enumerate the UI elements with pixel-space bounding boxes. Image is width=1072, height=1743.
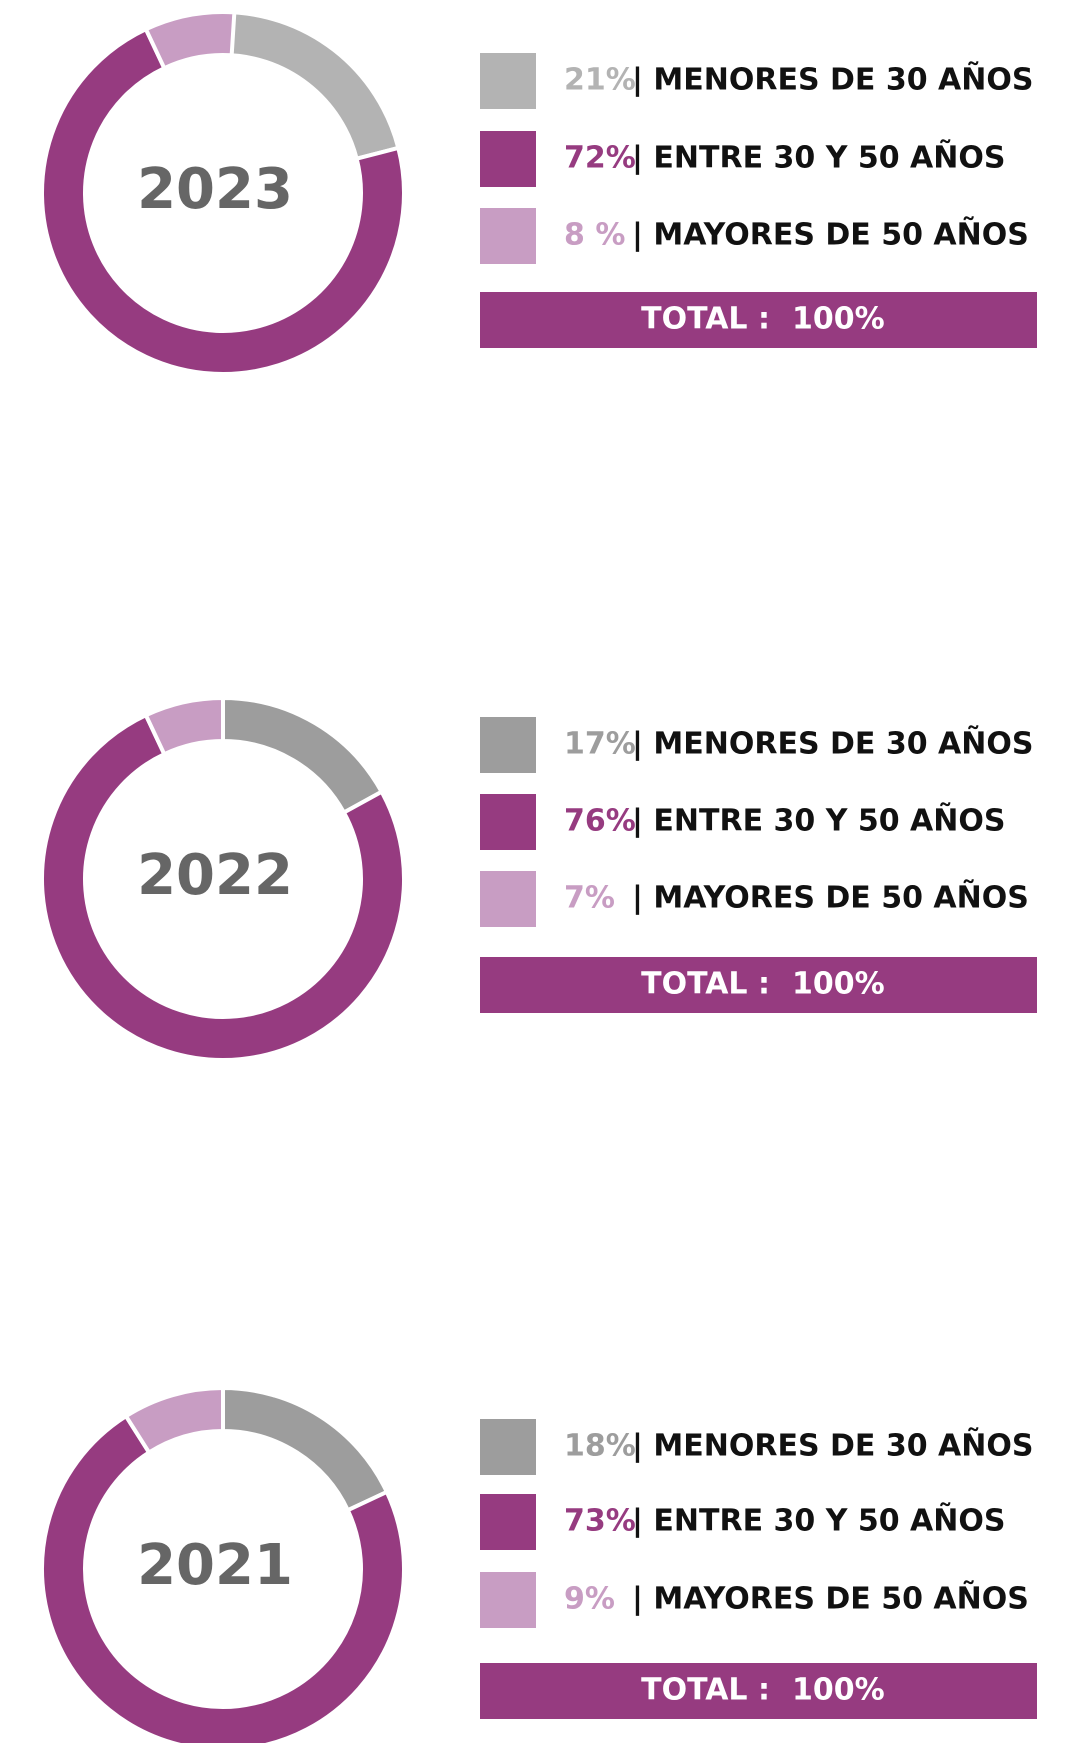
total-value: 100%: [792, 967, 885, 1002]
legend-label: | MENORES DE 30 AÑOS: [632, 61, 1033, 98]
year-label: 2022: [137, 843, 293, 908]
total-value: 100%: [792, 1673, 885, 1708]
donut-segment: [221, 9, 401, 162]
legend-label: | ENTRE 30 Y 50 AÑOS: [632, 802, 1006, 839]
legend-swatch: [480, 131, 536, 187]
total-bar: [480, 957, 1037, 1013]
legend-label: | MAYORES DE 50 AÑOS: [632, 216, 1029, 253]
legend-label: | MAYORES DE 50 AÑOS: [632, 879, 1029, 916]
donut-segment: [40, 712, 406, 1062]
legend-swatch: [480, 1419, 536, 1475]
legend-label: | MENORES DE 30 AÑOS: [632, 1427, 1033, 1464]
legend-label: | MAYORES DE 50 AÑOS: [632, 1580, 1029, 1617]
donut-segment: [143, 695, 225, 757]
value-label: 8 %: [564, 218, 625, 253]
value-label: 21%: [564, 63, 636, 98]
donut-segment: [40, 26, 406, 376]
total-label: TOTAL :: [641, 967, 770, 1002]
legend-swatch: [480, 717, 536, 773]
value-label: 9%: [564, 1582, 615, 1617]
total-label: TOTAL :: [641, 1673, 770, 1708]
year-label: 2021: [137, 1533, 293, 1598]
donut-segment: [221, 695, 385, 816]
legend-swatch: [480, 53, 536, 109]
value-label: 76%: [564, 804, 636, 839]
donut-segment: [143, 10, 237, 71]
year-label: 2023: [137, 157, 293, 222]
legend-swatch: [480, 794, 536, 850]
value-label: 72%: [564, 141, 636, 176]
value-label: 7%: [564, 881, 615, 916]
value-label: 17%: [564, 727, 636, 762]
donut-segment: [123, 1385, 225, 1456]
legend-swatch: [480, 1494, 536, 1550]
total-value: 100%: [792, 302, 885, 337]
value-label: 18%: [564, 1429, 636, 1464]
donut-segment: [40, 1413, 406, 1743]
value-label: 73%: [564, 1504, 636, 1539]
total-bar: [480, 292, 1037, 348]
total-label: TOTAL :: [641, 302, 770, 337]
total-bar: [480, 1663, 1037, 1719]
donut-segment: [221, 1385, 390, 1513]
legend-swatch: [480, 1572, 536, 1628]
legend-label: | ENTRE 30 Y 50 AÑOS: [632, 1502, 1006, 1539]
legend-label: | ENTRE 30 Y 50 AÑOS: [632, 139, 1006, 176]
legend-swatch: [480, 208, 536, 264]
legend-label: | MENORES DE 30 AÑOS: [632, 725, 1033, 762]
legend-swatch: [480, 871, 536, 927]
